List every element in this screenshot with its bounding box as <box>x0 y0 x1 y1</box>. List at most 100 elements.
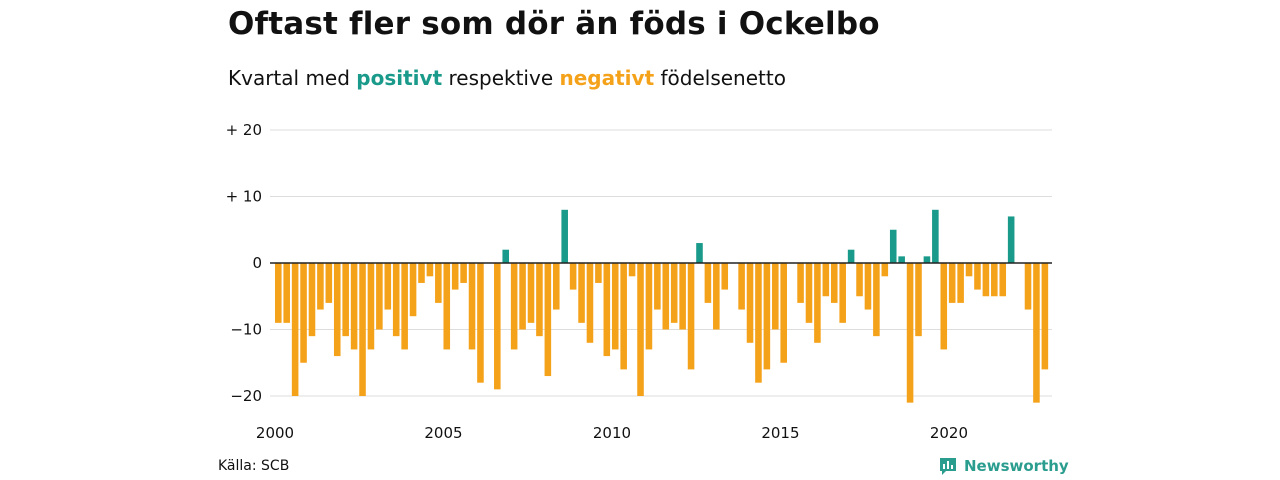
bar-negative <box>317 263 324 310</box>
bar-negative <box>797 263 804 303</box>
bar-negative <box>333 263 341 357</box>
bar-positive <box>923 256 931 263</box>
bar-positive <box>1007 216 1015 263</box>
bar-negative <box>620 263 627 370</box>
bar-negative <box>359 263 366 396</box>
bar-chart: + 20 + 10 0 −10 −20 2000 2005 2010 2015 2020 <box>226 121 1052 442</box>
bar-positive <box>502 249 510 263</box>
bar-positive <box>696 243 703 263</box>
x-tick-label: 2020 <box>930 424 968 442</box>
bar-negative <box>519 263 526 330</box>
bar-negative <box>999 263 1007 297</box>
bar-negative <box>435 263 442 303</box>
bar-negative <box>1041 263 1049 370</box>
subtitle-middle: respektive <box>448 66 554 90</box>
bar-negative <box>603 263 611 357</box>
bar-negative <box>654 263 661 310</box>
bar-negative <box>822 263 830 297</box>
bar-negative <box>637 263 644 396</box>
bar-negative <box>704 263 712 303</box>
bar-negative <box>670 263 678 323</box>
bar-negative <box>451 263 459 290</box>
bar-negative <box>468 263 476 350</box>
bar-negative <box>418 263 425 283</box>
bar-positive <box>847 249 855 263</box>
bar-negative <box>460 263 467 283</box>
bar-negative <box>662 263 670 330</box>
x-tick-label: 2000 <box>256 424 294 442</box>
bar-negative <box>401 263 408 350</box>
bar-negative <box>839 263 846 323</box>
bar-negative <box>864 263 872 310</box>
bar-negative <box>342 263 349 337</box>
bar-negative <box>536 263 543 337</box>
bar-positive <box>898 256 905 263</box>
bar-negative <box>477 263 484 383</box>
bar-negative <box>628 263 636 277</box>
bar-negative <box>367 263 375 350</box>
chart-title: Oftast fler som dör än föds i Ockelbo <box>228 6 880 42</box>
bar-negative <box>308 263 316 337</box>
bar-negative <box>300 263 307 363</box>
y-tick-label: 0 <box>252 254 262 272</box>
bar-negative <box>325 263 333 303</box>
bar-negative <box>384 263 392 310</box>
bar-negative <box>814 263 821 343</box>
x-tick-label: 2015 <box>761 424 799 442</box>
bar-negative <box>957 263 964 303</box>
bar-negative <box>974 263 981 290</box>
bar-negative <box>552 263 560 310</box>
bar-negative <box>494 263 501 390</box>
subtitle-suffix: födelsenetto <box>660 66 786 90</box>
bar-negative <box>283 263 290 323</box>
bar-negative <box>763 263 771 370</box>
bar-negative <box>915 263 922 337</box>
bar-negative <box>713 263 720 330</box>
bar-negative <box>780 263 787 363</box>
bar-negative <box>611 263 619 350</box>
brand-name: Newsworthy <box>964 457 1069 475</box>
subtitle-prefix: Kvartal med <box>228 66 350 90</box>
bar-negative <box>881 263 889 277</box>
bar-negative <box>350 263 358 350</box>
bar-negative <box>940 263 948 350</box>
bar-negative <box>721 263 729 290</box>
bar-negative <box>645 263 653 350</box>
bar-negative <box>906 263 914 403</box>
bar-negative <box>569 263 577 290</box>
subtitle-negative: negativt <box>559 66 655 90</box>
bar-negative <box>291 263 299 396</box>
y-tick-label: −10 <box>230 321 262 339</box>
bar-negative <box>772 263 779 330</box>
bar-negative <box>830 263 838 303</box>
bar-negative <box>965 263 973 277</box>
y-tick-label: + 10 <box>226 188 262 206</box>
bar-negative <box>679 263 686 330</box>
y-tick-label: + 20 <box>226 121 262 139</box>
bar-negative <box>544 263 552 377</box>
bar-negative <box>376 263 383 330</box>
bar-negative <box>392 263 400 337</box>
x-tick-label: 2010 <box>593 424 631 442</box>
bar-negative <box>991 263 998 297</box>
bar-negative <box>1033 263 1040 403</box>
bar-positive <box>932 209 939 263</box>
chart-subtitle: Kvartal med positivt respektive negativt… <box>228 66 786 90</box>
bar-negative <box>275 263 282 323</box>
bar-positive <box>889 229 897 263</box>
bar-negative <box>755 263 762 383</box>
bar-negative <box>746 263 754 343</box>
brand-logo: Newsworthy <box>938 456 1069 476</box>
bar-negative <box>948 263 956 303</box>
bar-chart-logo-icon <box>940 458 956 475</box>
bar-negative <box>409 263 417 317</box>
bar-negative <box>1024 263 1032 310</box>
bar-negative <box>738 263 745 310</box>
bar-layer <box>275 209 1049 403</box>
y-tick-label: −20 <box>230 387 262 405</box>
bar-negative <box>510 263 518 350</box>
bar-negative <box>443 263 451 350</box>
bar-negative <box>873 263 880 337</box>
bar-negative <box>687 263 695 370</box>
bar-negative <box>426 263 434 277</box>
